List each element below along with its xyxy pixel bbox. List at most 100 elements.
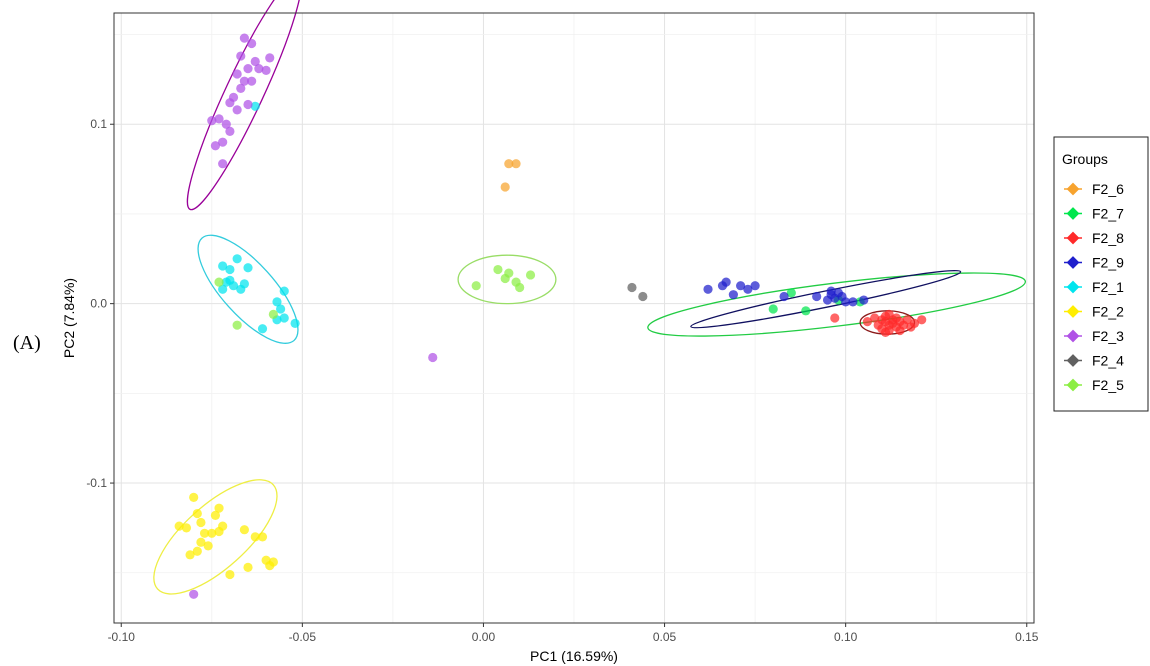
- legend-label: F2_6: [1092, 181, 1124, 197]
- point-f2-2: [207, 528, 217, 538]
- point-f2-3: [232, 69, 242, 79]
- legend-label: F2_8: [1092, 230, 1124, 246]
- point-f2-1: [225, 275, 235, 285]
- point-f2-5: [268, 309, 278, 320]
- point-f2-2: [189, 492, 199, 503]
- point-f2-5: [232, 320, 242, 330]
- point-f2-1: [250, 101, 260, 111]
- point-f2-2: [192, 508, 202, 519]
- point-f2-2: [214, 526, 224, 537]
- point-f2-3: [218, 137, 228, 147]
- legend-label: F2_3: [1092, 328, 1124, 344]
- x-tick-label: 0.15: [1015, 630, 1039, 644]
- point-f2-3: [236, 51, 246, 61]
- point-f2-2: [196, 537, 206, 547]
- y-axis-title: PC2 (7.84%): [61, 278, 77, 358]
- y-tick-label: 0.1: [90, 117, 107, 131]
- point-f2-3: [210, 141, 221, 151]
- point-f2-8: [870, 313, 880, 323]
- ellipse-f2-5: [457, 254, 557, 305]
- point-f2-1: [279, 313, 289, 323]
- point-f2-2: [203, 541, 213, 551]
- point-f2-1: [279, 286, 289, 296]
- ellipse-f2-1: [197, 234, 299, 344]
- point-f2-3: [250, 56, 260, 67]
- point-f2-2: [192, 546, 202, 556]
- point-f2-8: [909, 318, 920, 328]
- ellipse-f2-3: [186, 0, 303, 211]
- point-f2-3: [265, 53, 275, 63]
- point-f2-8: [880, 327, 891, 337]
- legend-box: [1053, 136, 1149, 412]
- point-f2-1: [236, 284, 246, 294]
- point-f2-2: [210, 510, 221, 520]
- point-f2-9: [743, 284, 753, 294]
- point-f2-8: [830, 313, 840, 323]
- point-f2-2: [243, 562, 253, 572]
- point-f2-3: [243, 99, 253, 110]
- point-f2-2: [199, 528, 210, 538]
- axes: -0.10 -0.05 0.00 0.05 0.10 0.15 -0.1 0.0 0.1: [86, 117, 1038, 644]
- point-f2-9: [779, 291, 789, 302]
- point-f2-3: [218, 159, 228, 169]
- point-f2-1: [276, 304, 286, 314]
- point-f2-5: [493, 264, 503, 275]
- point-f2-3: [261, 65, 271, 76]
- point-f2-4: [627, 282, 637, 293]
- legend-label: F2_7: [1092, 206, 1124, 222]
- point-f2-6: [500, 182, 510, 192]
- point-f2-9: [848, 297, 858, 307]
- data-points: [174, 33, 927, 599]
- x-tick-label: 0.00: [472, 630, 496, 644]
- point-f2-3: [236, 83, 246, 93]
- point-f2-7: [786, 288, 796, 298]
- point-f2-6: [504, 159, 514, 169]
- point-f2-9: [703, 284, 713, 294]
- point-f2-9: [812, 291, 822, 302]
- point-f2-1: [232, 254, 242, 264]
- point-f2-3: [428, 352, 438, 363]
- point-f2-3: [225, 126, 235, 137]
- point-f2-1: [218, 284, 228, 294]
- x-tick-label: -0.05: [289, 630, 317, 644]
- point-f2-3: [189, 589, 199, 599]
- point-f2-2: [174, 521, 184, 531]
- point-f2-3: [207, 116, 217, 126]
- legend-title: Groups: [1062, 151, 1108, 167]
- point-f2-3: [239, 76, 249, 86]
- point-f2-8: [884, 309, 894, 320]
- point-f2-1: [218, 261, 228, 271]
- x-tick-label: 0.05: [653, 630, 677, 644]
- point-f2-5: [214, 277, 224, 287]
- x-tick-label: -0.10: [108, 630, 136, 644]
- legend: Groups F2_6 F2_7 F2_8 F2_9 F2_1 F2_2 F2_3 F2_4 F…: [1053, 136, 1149, 412]
- point-f2-3: [247, 76, 257, 86]
- x-axis-title: PC1 (16.59%): [530, 648, 618, 664]
- y-tick-label: -0.1: [86, 476, 107, 490]
- panel-label: (A): [13, 332, 41, 354]
- point-f2-5: [471, 281, 481, 291]
- legend-label: F2_1: [1092, 279, 1124, 295]
- point-f2-2: [239, 525, 249, 535]
- point-f2-2: [225, 569, 235, 580]
- legend-label: F2_9: [1092, 255, 1124, 271]
- legend-label: F2_4: [1092, 353, 1124, 369]
- point-f2-8: [917, 315, 927, 325]
- y-tick-label: 0.0: [90, 297, 107, 311]
- point-f2-3: [232, 105, 242, 115]
- point-f2-3: [243, 64, 253, 74]
- point-f2-1: [243, 263, 253, 273]
- plot-panel-border: [113, 12, 1035, 624]
- point-f2-6: [511, 159, 521, 169]
- point-f2-3: [225, 98, 235, 108]
- point-f2-2: [257, 532, 268, 542]
- point-f2-9: [750, 281, 760, 291]
- point-f2-7: [801, 306, 811, 316]
- point-f2-2: [185, 550, 195, 560]
- point-f2-1: [225, 264, 235, 275]
- point-f2-1: [290, 318, 300, 328]
- point-f2-2: [268, 557, 278, 567]
- point-f2-8: [862, 316, 872, 327]
- confidence-ellipses: [153, 0, 1027, 595]
